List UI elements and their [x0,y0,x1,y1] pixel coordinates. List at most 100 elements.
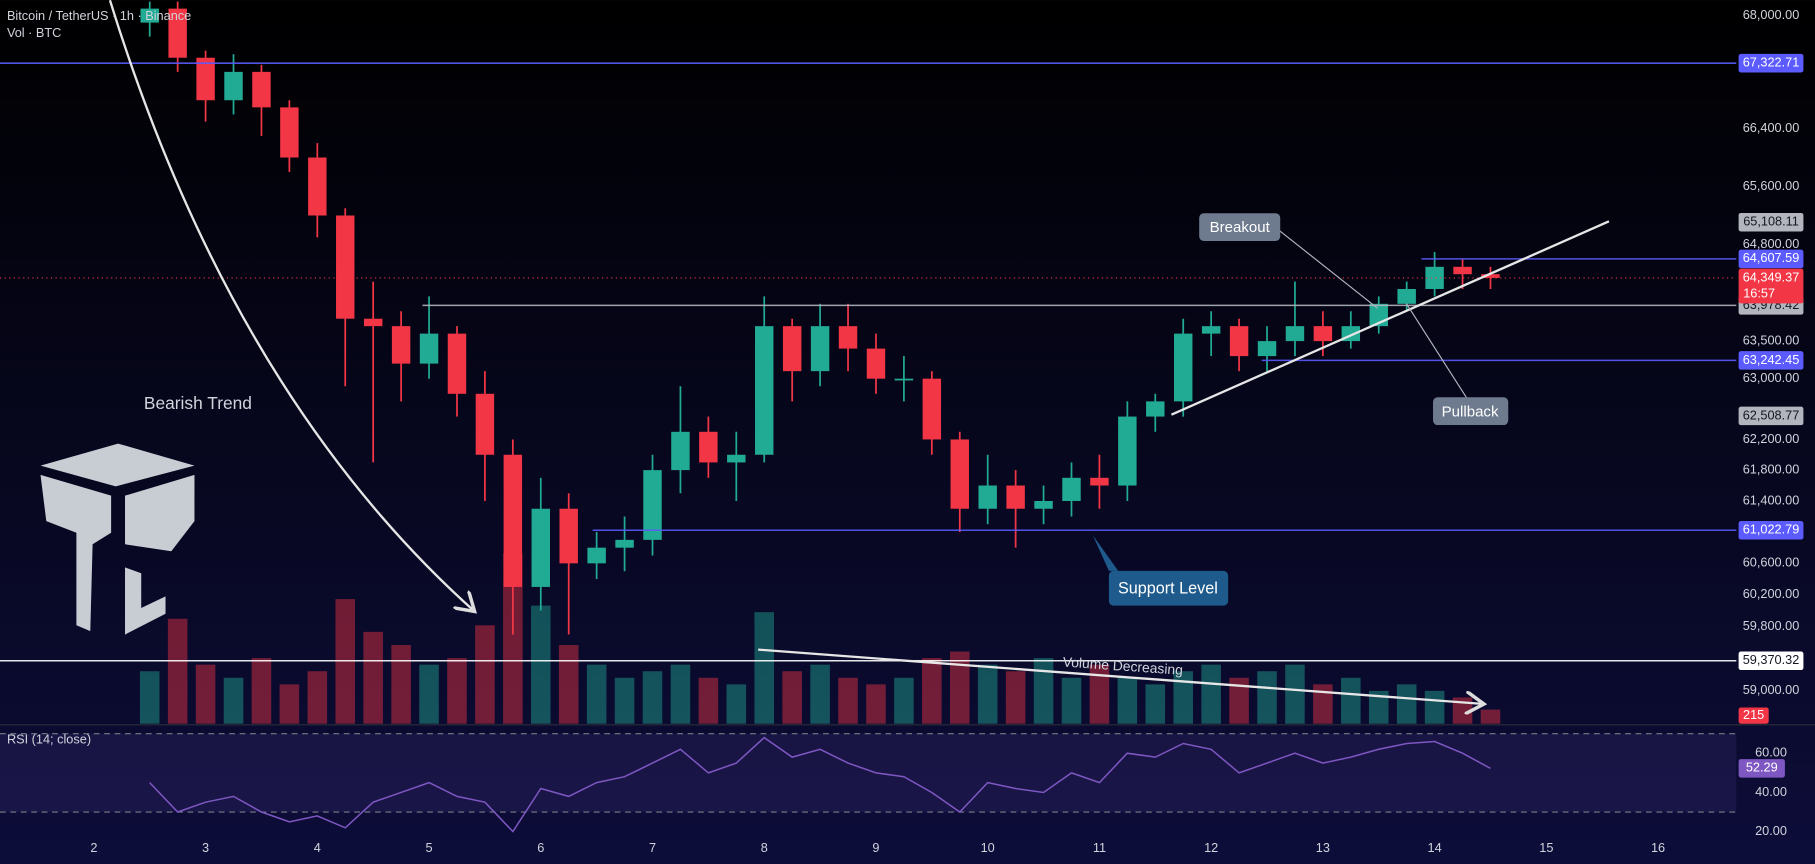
y-tick-label: 68,000.00 [1743,7,1800,22]
candle-body [1006,485,1025,509]
volume-bar [1313,684,1333,724]
candle-body [727,454,746,463]
volume-bar [810,664,830,724]
volume-bar [1341,677,1361,724]
volume-bar [251,658,272,724]
level-label-box [1738,249,1804,269]
y-tick-label: 61,400.00 [1743,492,1800,507]
volume-bar [698,677,719,724]
rsi-line [149,736,1491,833]
candle-body [1425,266,1444,289]
annotation: Bearish Trend [144,393,252,413]
volume-bar [1117,677,1138,724]
candle-body [1174,333,1193,402]
y-tick-label: 61,800.00 [1743,461,1800,476]
symbol-title: Bitcoin / TetherUS · 1h · Binance [7,8,191,23]
candle-body [894,378,914,381]
volume-bar [363,631,383,724]
rsi-label: 52.29 [1746,760,1778,775]
level-label: 63,242.45 [1743,352,1800,367]
volume-bar [530,605,551,724]
rsi-label-box [1738,759,1785,778]
callout-box [1108,570,1229,606]
volume-bar [1368,690,1389,724]
rsi-band [0,733,1737,813]
volume-bar [1229,677,1249,724]
x-tick-label: 6 [537,840,544,855]
candle-body [224,71,243,101]
candle-body [1118,416,1137,486]
candle-body [978,485,997,509]
level-label: 61,022.79 [1743,522,1800,537]
x-tick-label: 3 [202,840,209,855]
axis-layer: 2 3 4 5 6 7 8 9 10 11 12 13 14 15 16 68,000.00 66,400.00… [0,7,1804,855]
candle-body [587,547,606,564]
annotation: Support Level [1118,580,1218,598]
volume-bar [139,671,160,724]
volume-trendline [758,648,1484,704]
candle-body [280,107,299,158]
candle-body [196,57,215,101]
trendline [1170,220,1610,416]
candle-body [1146,401,1165,417]
volume-label: 215 [1743,707,1764,722]
volume-bar [279,684,300,724]
volume-bar [838,677,858,724]
volume-bar [642,671,663,724]
x-tick-label: 12 [1204,840,1218,855]
candle-body [1257,341,1277,357]
volume-label-box [1738,707,1769,724]
volume-bar [754,612,775,724]
last-price-box [1738,268,1804,304]
volume-title: Vol · BTC [7,25,61,40]
trend-curve [108,0,475,611]
x-tick-label: 2 [90,840,97,855]
candle-body [308,157,327,216]
rsi-tick-label: 60.00 [1755,745,1787,760]
y-tick-label: 66,400.00 [1743,120,1800,135]
candle-body [1062,477,1081,501]
level-label-box [1738,521,1804,540]
volume-bar [1424,690,1445,724]
volume-bar [670,664,691,724]
y-tick-label: 64,800.00 [1743,236,1800,251]
candle-body [391,326,411,364]
y-tick-label: 63,500.00 [1743,332,1800,347]
level-label-box [1738,651,1804,671]
candle-body [866,348,886,379]
x-tick-label: 10 [981,840,995,855]
y-tick-label: 59,800.00 [1743,618,1800,633]
annotation: Pullback [1442,403,1499,420]
x-tick-label: 7 [649,840,656,855]
candle-layer [140,1,1500,635]
callout-line [1277,228,1378,309]
volume-bar [586,664,607,724]
volume-bar [922,658,942,724]
logo [40,443,195,635]
candle-body [252,71,271,108]
x-tick-label: 11 [1093,840,1106,855]
candle-body [363,318,383,327]
volume-bar [894,677,914,724]
y-tick-label: 63,000.00 [1743,370,1800,385]
candle-body [782,326,802,372]
candle-body [447,333,467,394]
annotation: Breakout [1210,219,1271,236]
level-label-box [1738,406,1804,426]
candle-body [950,439,969,509]
volume-bar [391,644,411,724]
volume-bar [447,658,467,724]
candle-body [475,393,495,455]
candle-body [1453,266,1472,275]
candle-body [531,508,550,587]
volume-bar [1257,671,1277,724]
level-label: 64,607.59 [1743,250,1800,265]
y-tick-label: 60,600.00 [1743,555,1800,570]
candle-body [671,431,690,471]
candle-body [699,431,718,463]
callout-box [1199,213,1281,242]
candle-body [503,454,523,587]
candle-body [755,326,774,455]
volume-bar [1145,684,1166,724]
